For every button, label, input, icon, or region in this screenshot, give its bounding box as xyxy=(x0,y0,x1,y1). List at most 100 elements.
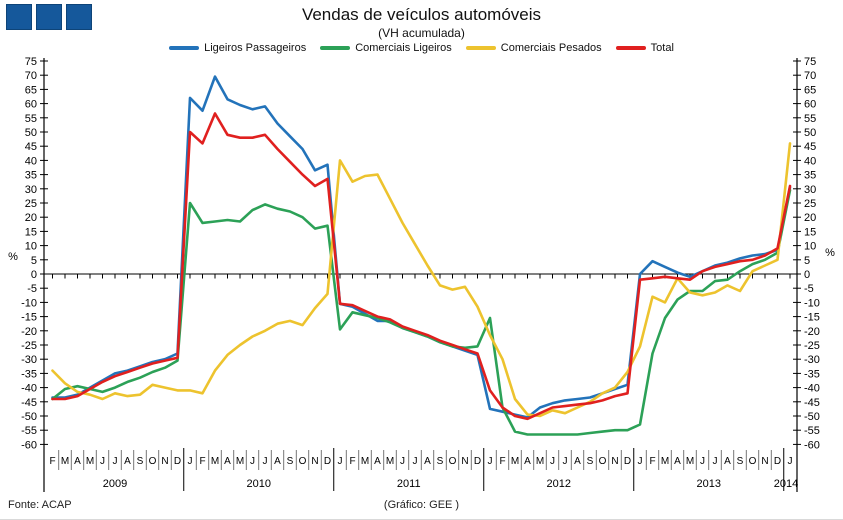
month-label: J xyxy=(113,456,118,467)
month-label: F xyxy=(49,456,55,467)
month-label: O xyxy=(449,456,457,467)
legend-item-comerciais-pesados: Comerciais Pesados xyxy=(465,42,602,54)
month-label: S xyxy=(287,456,294,467)
month-label: A xyxy=(674,456,681,467)
y-tick-label-right: 45 xyxy=(804,141,816,153)
y-tick-label-left: -20 xyxy=(21,326,37,338)
y-tick-label-right: -20 xyxy=(804,326,820,338)
month-label: S xyxy=(737,456,744,467)
y-tick-label-left: 0 xyxy=(31,269,37,281)
y-tick-label-left: 25 xyxy=(25,198,37,210)
month-label: F xyxy=(349,456,355,467)
month-label: J xyxy=(250,456,255,467)
month-label: O xyxy=(149,456,157,467)
y-tick-label-left: -45 xyxy=(21,397,37,409)
y-tick-label-right: 40 xyxy=(804,155,816,167)
y-tick-label-left: -55 xyxy=(21,425,37,437)
y-tick-label-right: 15 xyxy=(804,226,816,238)
y-axis-title-left: % xyxy=(8,251,18,263)
y-tick-label-left: 20 xyxy=(25,212,37,224)
y-tick-label-right: 0 xyxy=(804,269,810,281)
y-tick-label-left: -40 xyxy=(21,383,37,395)
month-label: O xyxy=(749,456,757,467)
month-label: S xyxy=(137,456,144,467)
chart-title: Vendas de veículos automóveis xyxy=(301,5,542,24)
legend-item-comerciais-ligeiros: Comerciais Ligeiros xyxy=(320,42,452,54)
logo-square xyxy=(6,4,32,30)
month-label: M xyxy=(511,456,519,467)
y-tick-label-left: -15 xyxy=(21,312,37,324)
y-tick-label-right: -15 xyxy=(804,312,820,324)
y-tick-label-right: 35 xyxy=(804,170,816,182)
month-label: M xyxy=(236,456,244,467)
y-tick-label-left: 50 xyxy=(25,127,37,139)
month-label: A xyxy=(724,456,731,467)
month-label: F xyxy=(499,456,505,467)
y-tick-label-left: 35 xyxy=(25,170,37,182)
logo xyxy=(6,4,92,30)
y-tick-label-right: 5 xyxy=(804,255,810,267)
month-label: F xyxy=(649,456,655,467)
series-line-comerciais-ligeiros xyxy=(51,188,792,436)
legend-label: Comerciais Ligeiros xyxy=(355,42,452,54)
y-tick-label-left: -30 xyxy=(21,354,37,366)
logo-square xyxy=(66,4,92,30)
year-label: 2011 xyxy=(397,478,421,490)
source-label: Fonte: ACAP xyxy=(8,499,72,511)
month-label: J xyxy=(263,456,268,467)
month-label: M xyxy=(211,456,219,467)
month-label: S xyxy=(587,456,594,467)
month-label: M xyxy=(86,456,94,467)
series-line-comerciais-pesados xyxy=(51,142,792,418)
year-label: 2009 xyxy=(103,478,127,490)
month-label: S xyxy=(437,456,444,467)
y-tick-label-right: 70 xyxy=(804,70,816,82)
month-label: J xyxy=(100,456,105,467)
month-label: A xyxy=(224,456,231,467)
month-label: M xyxy=(361,456,369,467)
month-label: M xyxy=(686,456,694,467)
y-tick-label-right: -40 xyxy=(804,383,820,395)
month-label: A xyxy=(524,456,531,467)
y-tick-label-left: 45 xyxy=(25,141,37,153)
y-tick-label-left: 10 xyxy=(25,241,37,253)
logo-square xyxy=(36,4,62,30)
month-label: N xyxy=(161,456,168,467)
y-tick-label-right: 25 xyxy=(804,198,816,210)
month-label: J xyxy=(713,456,718,467)
month-label: M xyxy=(536,456,544,467)
legend-label: Ligeiros Passageiros xyxy=(204,42,307,54)
y-tick-label-right: -35 xyxy=(804,368,820,380)
month-label: J xyxy=(488,456,493,467)
y-tick-label-right: -5 xyxy=(804,283,814,295)
y-tick-label-right: 10 xyxy=(804,241,816,253)
legend-line-swatch-icon xyxy=(320,46,351,50)
y-tick-label-left: -60 xyxy=(21,439,37,451)
series-line-total xyxy=(51,112,792,421)
month-label: N xyxy=(611,456,618,467)
y-tick-label-right: 65 xyxy=(804,84,816,96)
month-label: J xyxy=(638,456,643,467)
month-label: D xyxy=(174,456,181,467)
y-tick-label-right: -30 xyxy=(804,354,820,366)
legend: Ligeiros Passageiros Comerciais Ligeiros… xyxy=(0,42,843,54)
month-label: O xyxy=(299,456,307,467)
legend-line-swatch-icon xyxy=(615,46,646,50)
month-label: J xyxy=(400,456,405,467)
month-label: A xyxy=(574,456,581,467)
y-tick-label-right: 20 xyxy=(804,212,816,224)
y-tick-label-right: -50 xyxy=(804,411,820,423)
y-tick-label-left: -5 xyxy=(27,283,37,295)
month-label: A xyxy=(274,456,281,467)
month-label: F xyxy=(199,456,205,467)
legend-item-ligeiros-passageiros: Ligeiros Passageiros xyxy=(169,42,306,54)
month-label: N xyxy=(461,456,468,467)
month-label: N xyxy=(311,456,318,467)
series-line-ligeiros-passageiros xyxy=(51,75,792,419)
y-tick-label-left: 55 xyxy=(25,113,37,125)
y-axis-title-right: % xyxy=(825,247,835,259)
month-label: D xyxy=(474,456,481,467)
year-label: 2010 xyxy=(247,478,271,490)
